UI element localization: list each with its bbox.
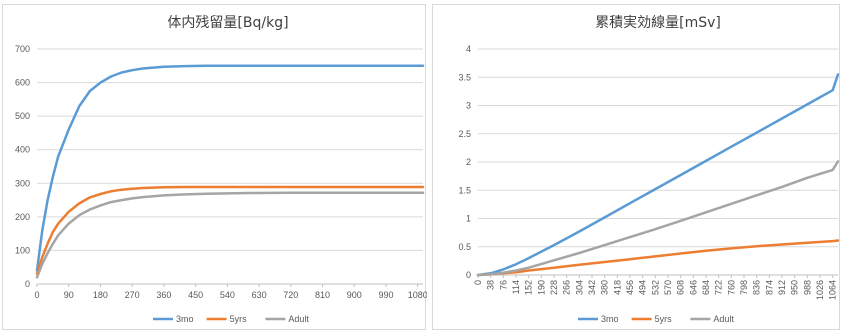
x-tick-label: 180 — [93, 290, 108, 300]
legend-label: Adult — [288, 314, 309, 324]
y-tick-label: 500 — [15, 111, 30, 121]
x-tick-label: 270 — [125, 290, 140, 300]
x-tick-label: 76 — [498, 280, 508, 290]
x-tick-label: 900 — [347, 290, 362, 300]
x-tick-label: 570 — [663, 280, 673, 295]
x-tick-label: 912 — [777, 280, 787, 295]
x-tick-label: 380 — [600, 280, 610, 295]
x-tick-label: 190 — [536, 280, 546, 295]
y-tick-label: 0 — [25, 279, 30, 289]
series-line-5yrs — [35, 185, 425, 276]
legend-label: 5yrs — [655, 314, 673, 324]
x-tick-label: 0 — [473, 280, 483, 285]
y-tick-label: 2.5 — [458, 129, 471, 139]
y-tick-label: 4 — [466, 44, 471, 54]
y-tick-label: 700 — [15, 44, 30, 54]
legend-label: 3mo — [176, 314, 194, 324]
series-line-3mo — [35, 64, 425, 272]
x-tick-label: 342 — [587, 280, 597, 295]
chart-panel-cumulative-dose: 累積実効線量[mSv] 0 0.5 1 1.5 2 2.5 3 3.5 4 0 38 76 114 152 1… — [432, 4, 840, 330]
chart-panel-body-burden: 体内残留量[Bq/kg] 0 100 200 300 400 500 600 700 0 90 180… — [2, 4, 427, 330]
series-line-adult — [35, 191, 425, 279]
y-tick-label: 0 — [466, 270, 471, 280]
chart-title: 累積実効線量[mSv] — [595, 15, 721, 31]
x-tick-label: 810 — [315, 290, 330, 300]
x-tick-label: 456 — [625, 280, 635, 295]
x-tick-label: 304 — [574, 280, 584, 295]
x-tick-label: 1064 — [828, 280, 838, 300]
x-tick-label: 722 — [714, 280, 724, 295]
x-tick-label: 608 — [676, 280, 686, 295]
y-tick-label: 1 — [466, 214, 471, 224]
x-tick-label: 630 — [252, 290, 267, 300]
chart-body-burden: 体内残留量[Bq/kg] 0 100 200 300 400 500 600 700 0 90 180… — [15, 15, 427, 324]
x-tick-label: 0 — [34, 290, 39, 300]
x-tick-label: 114 — [511, 280, 521, 294]
x-tick-label: 798 — [739, 280, 749, 295]
legend-label: Adult — [713, 314, 734, 324]
x-tick-label: 266 — [562, 280, 572, 295]
y-tick-label: 400 — [15, 145, 30, 155]
y-tick-label: 100 — [15, 245, 30, 255]
x-tick-label: 90 — [64, 290, 74, 300]
y-tick-label: 3.5 — [458, 72, 471, 82]
x-tick-label: 228 — [549, 280, 559, 295]
x-tick-label: 360 — [156, 290, 171, 300]
x-tick-label: 1026 — [815, 280, 825, 300]
x-tick-label: 38 — [486, 280, 496, 290]
x-tick-label: 720 — [283, 290, 298, 300]
legend-label: 5yrs — [230, 314, 248, 324]
chart-title: 体内残留量[Bq/kg] — [167, 15, 288, 31]
series-line-3mo — [476, 73, 840, 277]
x-tick-label: 874 — [764, 280, 774, 295]
x-tick-label: 450 — [188, 290, 203, 300]
legend-label: 3mo — [601, 314, 619, 324]
x-tick-label: 152 — [524, 280, 534, 295]
y-tick-label: 1.5 — [458, 185, 471, 195]
y-tick-label: 2 — [466, 157, 471, 167]
y-tick-label: 0.5 — [458, 242, 471, 252]
y-tick-label: 3 — [466, 101, 471, 111]
x-tick-label: 684 — [701, 280, 711, 295]
x-tick-label: 760 — [726, 280, 736, 295]
y-tick-label: 200 — [15, 212, 30, 222]
x-tick-label: 418 — [612, 280, 622, 295]
x-tick-label: 990 — [378, 290, 393, 300]
series-line-5yrs — [476, 239, 840, 277]
y-tick-label: 600 — [15, 78, 30, 88]
x-tick-label: 540 — [220, 290, 235, 300]
series-line-adult — [476, 160, 840, 277]
x-tick-label: 836 — [752, 280, 762, 295]
x-tick-label: 1080 — [408, 290, 427, 300]
y-tick-label: 300 — [15, 178, 30, 188]
x-tick-label: 494 — [638, 280, 648, 295]
chart-cumulative-dose: 累積実効線量[mSv]00.511.522.533.540 38 76 114 152 1… — [458, 15, 840, 324]
x-tick-label: 950 — [790, 280, 800, 295]
x-tick-label: 646 — [688, 280, 698, 295]
x-tick-label: 988 — [802, 280, 812, 295]
x-tick-label: 532 — [650, 280, 660, 295]
